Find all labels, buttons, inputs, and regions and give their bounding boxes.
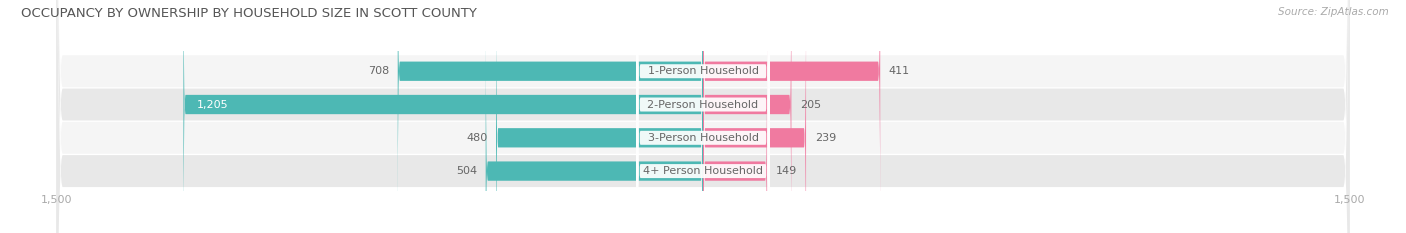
Text: 149: 149 — [776, 166, 797, 176]
FancyBboxPatch shape — [703, 0, 806, 233]
Text: 205: 205 — [800, 99, 821, 110]
FancyBboxPatch shape — [636, 0, 770, 233]
FancyBboxPatch shape — [636, 0, 770, 233]
Text: 2-Person Household: 2-Person Household — [647, 99, 759, 110]
Text: 708: 708 — [368, 66, 389, 76]
Text: 239: 239 — [814, 133, 837, 143]
FancyBboxPatch shape — [703, 0, 880, 228]
Text: OCCUPANCY BY OWNERSHIP BY HOUSEHOLD SIZE IN SCOTT COUNTY: OCCUPANCY BY OWNERSHIP BY HOUSEHOLD SIZE… — [21, 7, 477, 20]
Text: Source: ZipAtlas.com: Source: ZipAtlas.com — [1278, 7, 1389, 17]
FancyBboxPatch shape — [398, 0, 703, 228]
Text: 3-Person Household: 3-Person Household — [648, 133, 758, 143]
FancyBboxPatch shape — [496, 0, 703, 233]
FancyBboxPatch shape — [636, 0, 770, 233]
FancyBboxPatch shape — [56, 0, 1350, 233]
FancyBboxPatch shape — [56, 0, 1350, 233]
Text: 1-Person Household: 1-Person Household — [648, 66, 758, 76]
FancyBboxPatch shape — [56, 0, 1350, 233]
FancyBboxPatch shape — [636, 0, 770, 233]
FancyBboxPatch shape — [56, 0, 1350, 233]
Text: 4+ Person Household: 4+ Person Household — [643, 166, 763, 176]
FancyBboxPatch shape — [703, 14, 768, 233]
FancyBboxPatch shape — [485, 14, 703, 233]
FancyBboxPatch shape — [183, 0, 703, 233]
Text: 480: 480 — [467, 133, 488, 143]
Text: 1,205: 1,205 — [197, 99, 228, 110]
Text: 504: 504 — [456, 166, 477, 176]
Text: 411: 411 — [889, 66, 910, 76]
FancyBboxPatch shape — [703, 0, 792, 233]
